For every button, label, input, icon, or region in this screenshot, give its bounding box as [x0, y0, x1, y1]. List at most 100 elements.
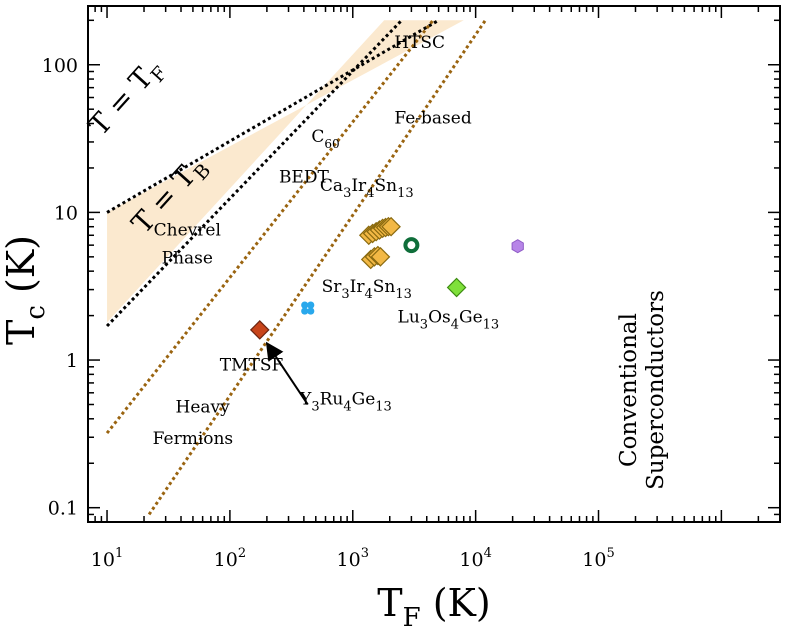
data-point-series4-0 — [301, 301, 315, 315]
region-label-text: Fe-based — [394, 109, 471, 129]
data-point-series5-0 — [403, 237, 420, 254]
y-axis-title-sub: c — [21, 305, 51, 320]
region-label-heavy: Heavy — [176, 398, 231, 418]
region-label-text: Fermions — [153, 429, 234, 449]
compound-part: Ge — [459, 307, 483, 327]
compound-sub: 3 — [420, 317, 428, 332]
compound-part: Sr — [322, 277, 343, 297]
region-label-phase: Phase — [162, 249, 213, 269]
x-tick-label-1: 102 — [214, 546, 246, 571]
conventional-line-1: Conventional — [616, 313, 642, 467]
region-label-chevrel: Chevrel — [154, 220, 221, 240]
region-label-text: C — [311, 127, 324, 147]
data-point-series4-0-lobe-2 — [301, 307, 309, 315]
region-label-htsc: HTSC — [394, 33, 445, 53]
data-points-layer — [249, 216, 524, 340]
data-point-series4-0-lobe-3 — [307, 307, 315, 315]
x-axis-title-sub: F — [403, 603, 421, 633]
data-point-lu3os4ge13-0 — [446, 277, 467, 298]
x-tick-label-base: 10 — [459, 549, 483, 571]
compound-part: Os — [428, 307, 451, 327]
compound-part: Y — [299, 389, 312, 409]
compound-sub: 13 — [375, 399, 392, 414]
x-axis-title: TF (K) — [377, 581, 491, 633]
plot-frame — [87, 5, 781, 523]
y-tick-label-2: 10 — [54, 202, 78, 224]
annotation-arrow — [265, 341, 309, 406]
region-label-fermions: Fermions — [153, 429, 234, 449]
reference-line-t-tb — [105, 19, 403, 328]
data-point-series4-0-lobe-0 — [301, 301, 309, 309]
y-tick-label-0: 0.1 — [48, 498, 78, 520]
ticks-layer — [87, 6, 781, 523]
data-point-sr3ir4sn13-3 — [370, 246, 391, 267]
plot-background — [88, 6, 780, 522]
region-label-tmtsf: TMTSF — [220, 355, 284, 375]
compound-sub: 4 — [451, 317, 459, 332]
compound-sub: 4 — [365, 287, 373, 302]
x-tick-label-base: 10 — [582, 549, 606, 571]
y-axis-title: Tc (K) — [0, 235, 51, 345]
y-tick-label-3: 100 — [42, 55, 78, 77]
compound-part: Ca — [320, 176, 343, 196]
compound-sub: 13 — [397, 186, 414, 201]
x-tick-label-base: 10 — [337, 549, 361, 571]
data-point-series4-0-lobe-1 — [307, 301, 315, 309]
x-tick-label-exponent: 1 — [115, 546, 123, 561]
region-label-text: Chevrel — [154, 220, 221, 240]
axis-titles-layer: TF (K)Tc (K) — [0, 235, 491, 633]
region-label-fe-based: Fe-based — [394, 109, 471, 129]
data-point-y3ru4ge13-0 — [249, 320, 270, 340]
compound-label-ca3ir4sn13: Ca3Ir4Sn13 — [320, 176, 414, 201]
compound-sub: 13 — [483, 317, 500, 332]
region-label-c60: C60 — [311, 127, 339, 151]
data-point-ca3ir4sn13-7 — [381, 216, 401, 237]
region-label-text: HTSC — [394, 33, 445, 53]
compound-part: Sn — [374, 176, 397, 196]
compound-part: Ru — [320, 389, 344, 409]
y-axis-title-unit: (K) — [0, 235, 43, 305]
region-label-sub: 60 — [324, 137, 339, 151]
compound-label-sr3ir4sn13: Sr3Ir4Sn13 — [322, 277, 412, 302]
region-label-bedt: BEDT — [279, 167, 330, 187]
compound-sub: 4 — [366, 186, 374, 201]
x-tick-label-exponent: 5 — [606, 546, 614, 561]
x-axis-title-unit: (K) — [421, 581, 491, 625]
compound-part: Ge — [352, 389, 376, 409]
x-tick-label-4: 105 — [582, 546, 614, 571]
compound-part: Ir — [351, 176, 367, 196]
compound-sub: 3 — [343, 186, 351, 201]
data-point-series6-0 — [511, 239, 524, 254]
x-tick-label-0: 101 — [91, 546, 123, 571]
compound-part: Ir — [350, 277, 366, 297]
x-tick-label-3: 104 — [459, 546, 491, 571]
reference-line-line-left — [105, 19, 435, 435]
arrow-layer — [265, 341, 309, 406]
compound-label-y3ru4ge13: Y3Ru4Ge13 — [299, 389, 392, 414]
reference-lines-layer — [105, 19, 487, 516]
region-label-text: Phase — [162, 249, 213, 269]
compound-sub: 3 — [311, 399, 319, 414]
y-axis-title-main: T — [0, 320, 43, 345]
reference-line-line-right — [147, 19, 487, 516]
compound-sub: 3 — [341, 287, 349, 302]
region-label-text: Heavy — [176, 398, 231, 418]
compound-sub: 13 — [395, 287, 412, 302]
x-tick-label-base: 10 — [214, 549, 238, 571]
x-axis-title-main: T — [377, 581, 402, 625]
compound-part: Lu — [398, 307, 420, 327]
region-label-text: TMTSF — [220, 355, 284, 375]
conventional-line-2: Superconductors — [643, 290, 669, 490]
compound-sub: 4 — [343, 399, 351, 414]
region-label-text: BEDT — [279, 167, 330, 187]
x-tick-label-exponent: 3 — [361, 546, 369, 561]
y-tick-label-1: 1 — [66, 350, 78, 372]
x-tick-label-exponent: 4 — [484, 546, 492, 561]
x-tick-label-2: 103 — [337, 546, 369, 571]
conventional-label: ConventionalSuperconductors — [616, 290, 669, 490]
x-tick-label-exponent: 2 — [238, 546, 246, 561]
compound-part: Sn — [373, 277, 396, 297]
compound-label-lu3os4ge13: Lu3Os4Ge13 — [398, 307, 500, 332]
